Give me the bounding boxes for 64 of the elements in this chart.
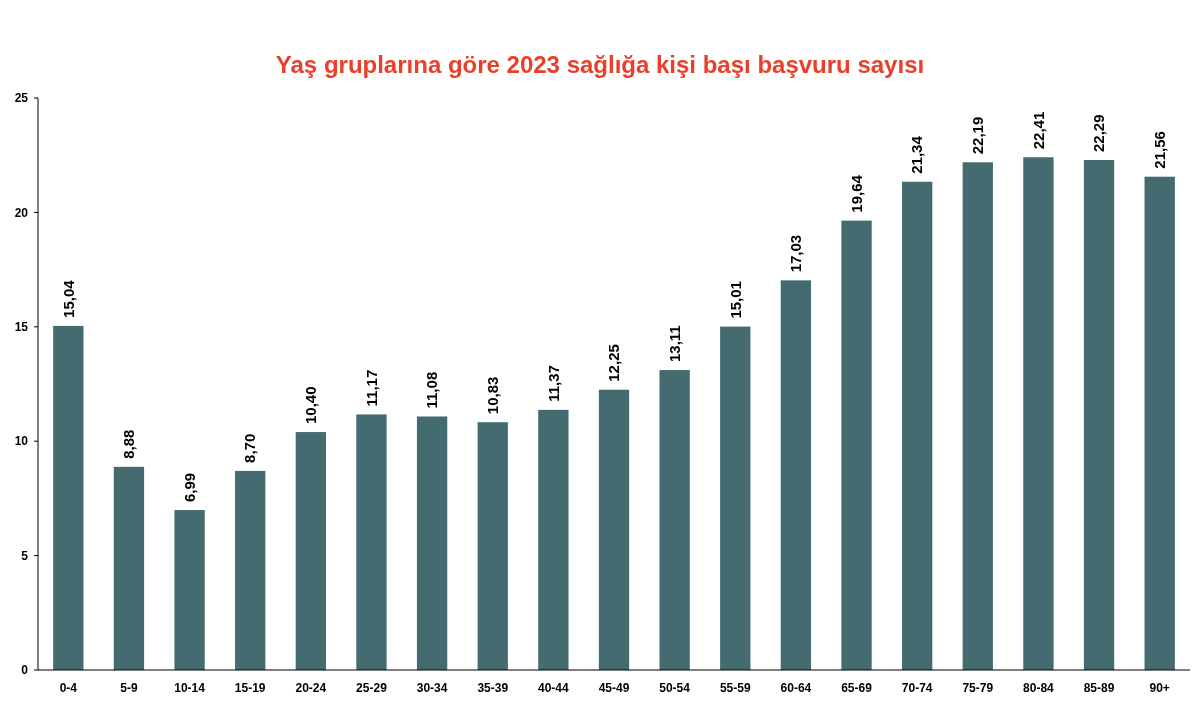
y-tick-label: 5	[21, 548, 29, 563]
bar	[1144, 176, 1175, 670]
x-tick-label: 30-34	[416, 681, 448, 695]
data-label: 8,88	[120, 429, 138, 459]
bar	[902, 181, 933, 670]
bar	[235, 470, 266, 670]
data-label: 12,25	[605, 344, 623, 382]
data-label: 22,41	[1029, 111, 1047, 150]
bar	[416, 416, 448, 670]
y-tick-label: 25	[14, 91, 29, 106]
bar	[598, 389, 630, 670]
data-label: 17,03	[787, 234, 805, 273]
bar	[1083, 160, 1115, 670]
data-label: 22,19	[969, 116, 987, 155]
data-label: 13,11	[665, 325, 683, 363]
bar	[356, 414, 387, 670]
x-tick-label: 55-59	[719, 681, 751, 695]
x-tick-label: 80-84	[1023, 681, 1055, 695]
x-tick-label: 45-49	[598, 681, 630, 695]
data-label: 22,29	[1090, 114, 1108, 152]
y-tick-label: 20	[14, 205, 29, 220]
data-label: 6,99	[180, 472, 198, 503]
data-label: 21,34	[908, 135, 926, 174]
data-label: 15,01	[726, 281, 744, 319]
bar	[659, 370, 690, 670]
x-tick-label: 40-44	[538, 681, 570, 695]
x-tick-label: 75-79	[962, 681, 994, 695]
data-label: 11,08	[423, 371, 441, 409]
data-label: 15,04	[59, 279, 77, 318]
chart-title: Yaş gruplarına göre 2023 sağlığa kişi başı başvuru sayısı	[275, 51, 925, 78]
x-tick-label: 90+	[1149, 681, 1170, 695]
bar	[174, 510, 205, 670]
x-tick-label: 20-24	[295, 681, 327, 695]
data-label: 19,64	[847, 174, 865, 213]
x-tick-label: 70-74	[901, 681, 933, 695]
bar	[477, 422, 508, 670]
bar	[780, 280, 812, 670]
x-tick-label: 25-29	[356, 681, 388, 695]
x-tick-label: 10-14	[174, 681, 206, 695]
data-label: 10,40	[302, 386, 320, 425]
data-label: 21,56	[1150, 131, 1168, 169]
y-tick-label: 0	[21, 663, 29, 678]
bar	[962, 162, 993, 670]
data-label: 8,70	[241, 433, 259, 463]
x-tick-label: 65-69	[841, 681, 873, 695]
bar	[53, 325, 84, 670]
bar	[720, 326, 751, 670]
data-label: 11,17	[362, 369, 380, 407]
x-tick-label: 50-54	[659, 681, 691, 695]
x-tick-label: 5-9	[120, 681, 138, 695]
x-tick-label: 0-4	[59, 681, 78, 695]
data-label: 11,37	[544, 365, 562, 402]
x-tick-label: 60-64	[780, 681, 812, 695]
bar	[295, 432, 326, 670]
y-tick-label: 10	[14, 434, 29, 449]
x-tick-label: 35-39	[477, 681, 509, 695]
x-tick-label: 15-19	[234, 681, 266, 695]
bar	[841, 220, 872, 670]
data-label: 10,83	[483, 376, 501, 415]
x-tick-label: 85-89	[1083, 681, 1115, 695]
bar	[538, 409, 569, 670]
y-tick-label: 15	[14, 320, 29, 334]
bar	[1023, 157, 1054, 670]
bar	[113, 466, 145, 670]
